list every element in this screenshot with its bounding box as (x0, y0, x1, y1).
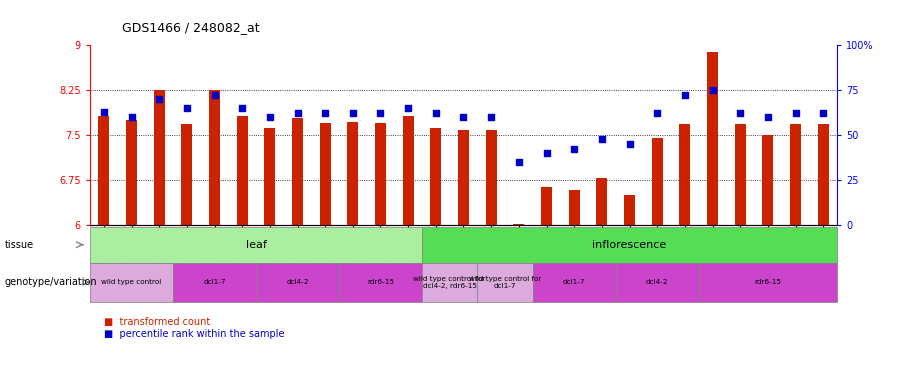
Bar (680, 124, 690, 225)
Text: ■  percentile rank within the sample: ■ percentile rank within the sample (104, 329, 284, 339)
Point (567, 146, 581, 152)
Text: rdr6-15: rdr6-15 (754, 279, 781, 285)
Bar (624, 195, 635, 225)
Point (235, 105, 249, 111)
Point (291, 110, 305, 116)
Text: dcl4-2: dcl4-2 (646, 279, 669, 285)
Text: leaf: leaf (246, 240, 266, 250)
Bar (569, 190, 580, 225)
Bar (652, 138, 662, 225)
Point (207, 92, 221, 98)
Bar (513, 224, 525, 225)
Point (374, 110, 388, 116)
Bar (762, 135, 773, 225)
Point (650, 110, 664, 116)
Bar (486, 130, 497, 225)
Point (180, 105, 194, 111)
Text: wild type control: wild type control (102, 279, 162, 285)
Bar (597, 178, 608, 225)
Bar (320, 123, 330, 225)
Point (706, 87, 720, 93)
Text: ■  transformed count: ■ transformed count (104, 318, 210, 327)
Bar (790, 124, 801, 225)
Point (484, 114, 499, 120)
Point (401, 105, 416, 111)
Bar (375, 123, 386, 225)
Text: dcl4-2: dcl4-2 (286, 279, 309, 285)
Bar (126, 120, 137, 225)
Point (733, 110, 747, 116)
Bar (430, 128, 441, 225)
Text: dcl1-7: dcl1-7 (203, 279, 226, 285)
Point (152, 96, 166, 102)
Text: GDS1466 / 248082_at: GDS1466 / 248082_at (122, 21, 259, 34)
Text: tissue: tissue (4, 240, 33, 250)
Bar (707, 52, 718, 225)
Point (428, 110, 443, 116)
Bar (817, 124, 829, 225)
Point (456, 114, 471, 120)
Point (263, 114, 277, 120)
Text: genotype/variation: genotype/variation (4, 277, 97, 287)
Point (511, 159, 526, 165)
Bar (98, 116, 110, 225)
Bar (181, 124, 193, 225)
Bar (402, 116, 414, 225)
Bar (292, 118, 303, 225)
Text: wild type control for
dcl4-2, rdr6-15: wild type control for dcl4-2, rdr6-15 (413, 276, 486, 289)
Point (788, 110, 803, 116)
Bar (237, 116, 248, 225)
Point (678, 92, 692, 98)
Bar (458, 130, 469, 225)
Bar (209, 90, 220, 225)
Point (539, 150, 554, 156)
Bar (265, 128, 275, 225)
Point (816, 110, 831, 116)
Point (595, 136, 609, 142)
Text: rdr6-15: rdr6-15 (367, 279, 394, 285)
Bar (154, 90, 165, 225)
Point (622, 141, 636, 147)
Point (96, 109, 111, 115)
Point (124, 114, 139, 120)
Bar (347, 122, 358, 225)
Text: dcl1-7: dcl1-7 (562, 279, 585, 285)
Point (346, 110, 360, 116)
Bar (734, 124, 746, 225)
Text: inflorescence: inflorescence (592, 240, 667, 250)
Point (318, 110, 332, 116)
Bar (541, 187, 552, 225)
Point (760, 114, 775, 120)
Text: wild type control for
dcl1-7: wild type control for dcl1-7 (469, 276, 541, 289)
